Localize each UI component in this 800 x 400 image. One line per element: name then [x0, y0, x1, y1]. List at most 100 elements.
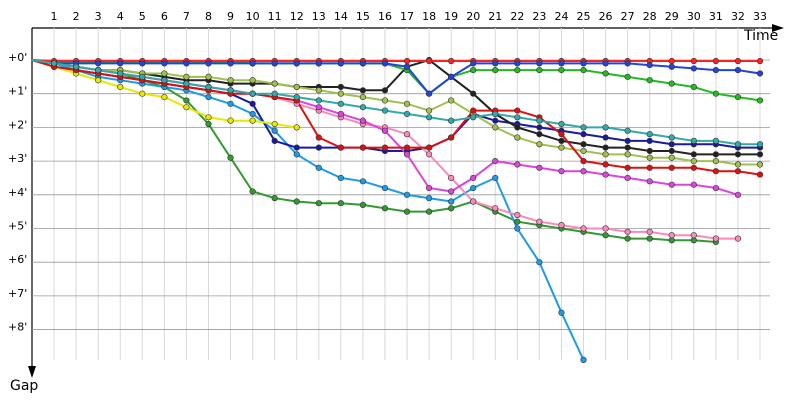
x-tick-label: 7 [183, 10, 190, 23]
data-point [381, 107, 389, 114]
data-point [161, 70, 168, 77]
data-point [558, 144, 565, 151]
data-point [249, 90, 256, 97]
y-axis-arrow [28, 366, 36, 378]
data-point [403, 63, 411, 70]
data-point [602, 151, 609, 158]
data-point [624, 127, 631, 134]
data-point [403, 57, 411, 65]
data-point [249, 188, 256, 195]
data-point [403, 144, 411, 151]
data-point [95, 67, 102, 74]
data-point [668, 147, 675, 155]
data-point [624, 151, 631, 158]
y-tick-label: +6' [8, 253, 27, 266]
data-point [624, 144, 631, 151]
data-point [161, 60, 168, 67]
data-point [227, 154, 234, 161]
data-point [183, 73, 190, 80]
data-point [403, 110, 411, 118]
data-point [580, 225, 587, 232]
data-point [227, 87, 234, 94]
data-point [139, 60, 146, 67]
data-point [425, 208, 433, 215]
data-point [161, 77, 168, 84]
data-point [293, 198, 300, 205]
data-point [690, 65, 697, 72]
data-point [756, 151, 764, 158]
data-point [668, 164, 675, 171]
data-point [448, 117, 455, 124]
data-point [205, 93, 212, 101]
data-point [514, 134, 521, 141]
data-point [646, 131, 653, 138]
data-point [359, 144, 367, 151]
data-point [602, 124, 609, 131]
x-tick-label: 23 [532, 10, 546, 23]
data-point [690, 232, 697, 239]
series-line [31, 59, 760, 62]
data-point [492, 60, 499, 67]
data-point [205, 114, 212, 121]
data-point [646, 61, 653, 69]
x-tick-label: 3 [95, 10, 102, 23]
data-point [536, 218, 543, 225]
y-axis-label: Gap [10, 378, 38, 394]
data-point [712, 235, 719, 242]
data-point [381, 97, 389, 104]
data-point [514, 161, 521, 168]
x-tick-label: 26 [599, 10, 613, 23]
data-point [514, 211, 521, 219]
data-point [381, 144, 389, 151]
data-point [315, 134, 322, 141]
x-tick-label: 11 [268, 10, 282, 23]
data-point [668, 232, 675, 239]
series-line [31, 59, 716, 243]
x-tick-label: 12 [290, 10, 304, 23]
data-point [712, 151, 719, 158]
data-point [602, 161, 609, 168]
data-point [359, 60, 367, 67]
data-point [139, 73, 146, 80]
x-tick-label: 20 [466, 10, 480, 23]
y-tick-label: +4' [8, 186, 27, 199]
x-tick-label: 21 [488, 10, 502, 23]
x-tick-label: 9 [227, 10, 234, 23]
data-point [249, 60, 256, 67]
data-point [95, 77, 102, 84]
data-point [425, 57, 433, 65]
data-point [646, 147, 653, 155]
data-point [337, 90, 344, 97]
y-tick-label: +8' [8, 321, 27, 334]
data-point [734, 93, 742, 101]
data-point [403, 191, 411, 198]
data-point [117, 70, 124, 77]
data-point [470, 107, 477, 114]
data-point [448, 57, 455, 65]
data-point [337, 174, 344, 182]
data-point [580, 141, 587, 148]
y-tick-label: +7' [8, 287, 27, 300]
data-point [558, 137, 565, 144]
data-point [359, 104, 367, 111]
data-point [183, 60, 190, 67]
data-point [668, 57, 675, 65]
data-point [470, 67, 477, 74]
data-point [668, 134, 675, 141]
data-point [580, 356, 587, 363]
data-point [425, 144, 433, 151]
data-point [734, 235, 742, 242]
data-point [271, 60, 278, 67]
data-point [403, 151, 411, 158]
data-point [580, 168, 587, 175]
data-point [381, 127, 389, 134]
data-point [756, 97, 764, 104]
x-tick-label: 13 [312, 10, 326, 23]
data-point [271, 195, 278, 202]
data-point [271, 120, 278, 128]
data-point [448, 134, 455, 141]
data-point [249, 77, 256, 84]
data-point [514, 225, 521, 232]
data-point [690, 151, 697, 158]
